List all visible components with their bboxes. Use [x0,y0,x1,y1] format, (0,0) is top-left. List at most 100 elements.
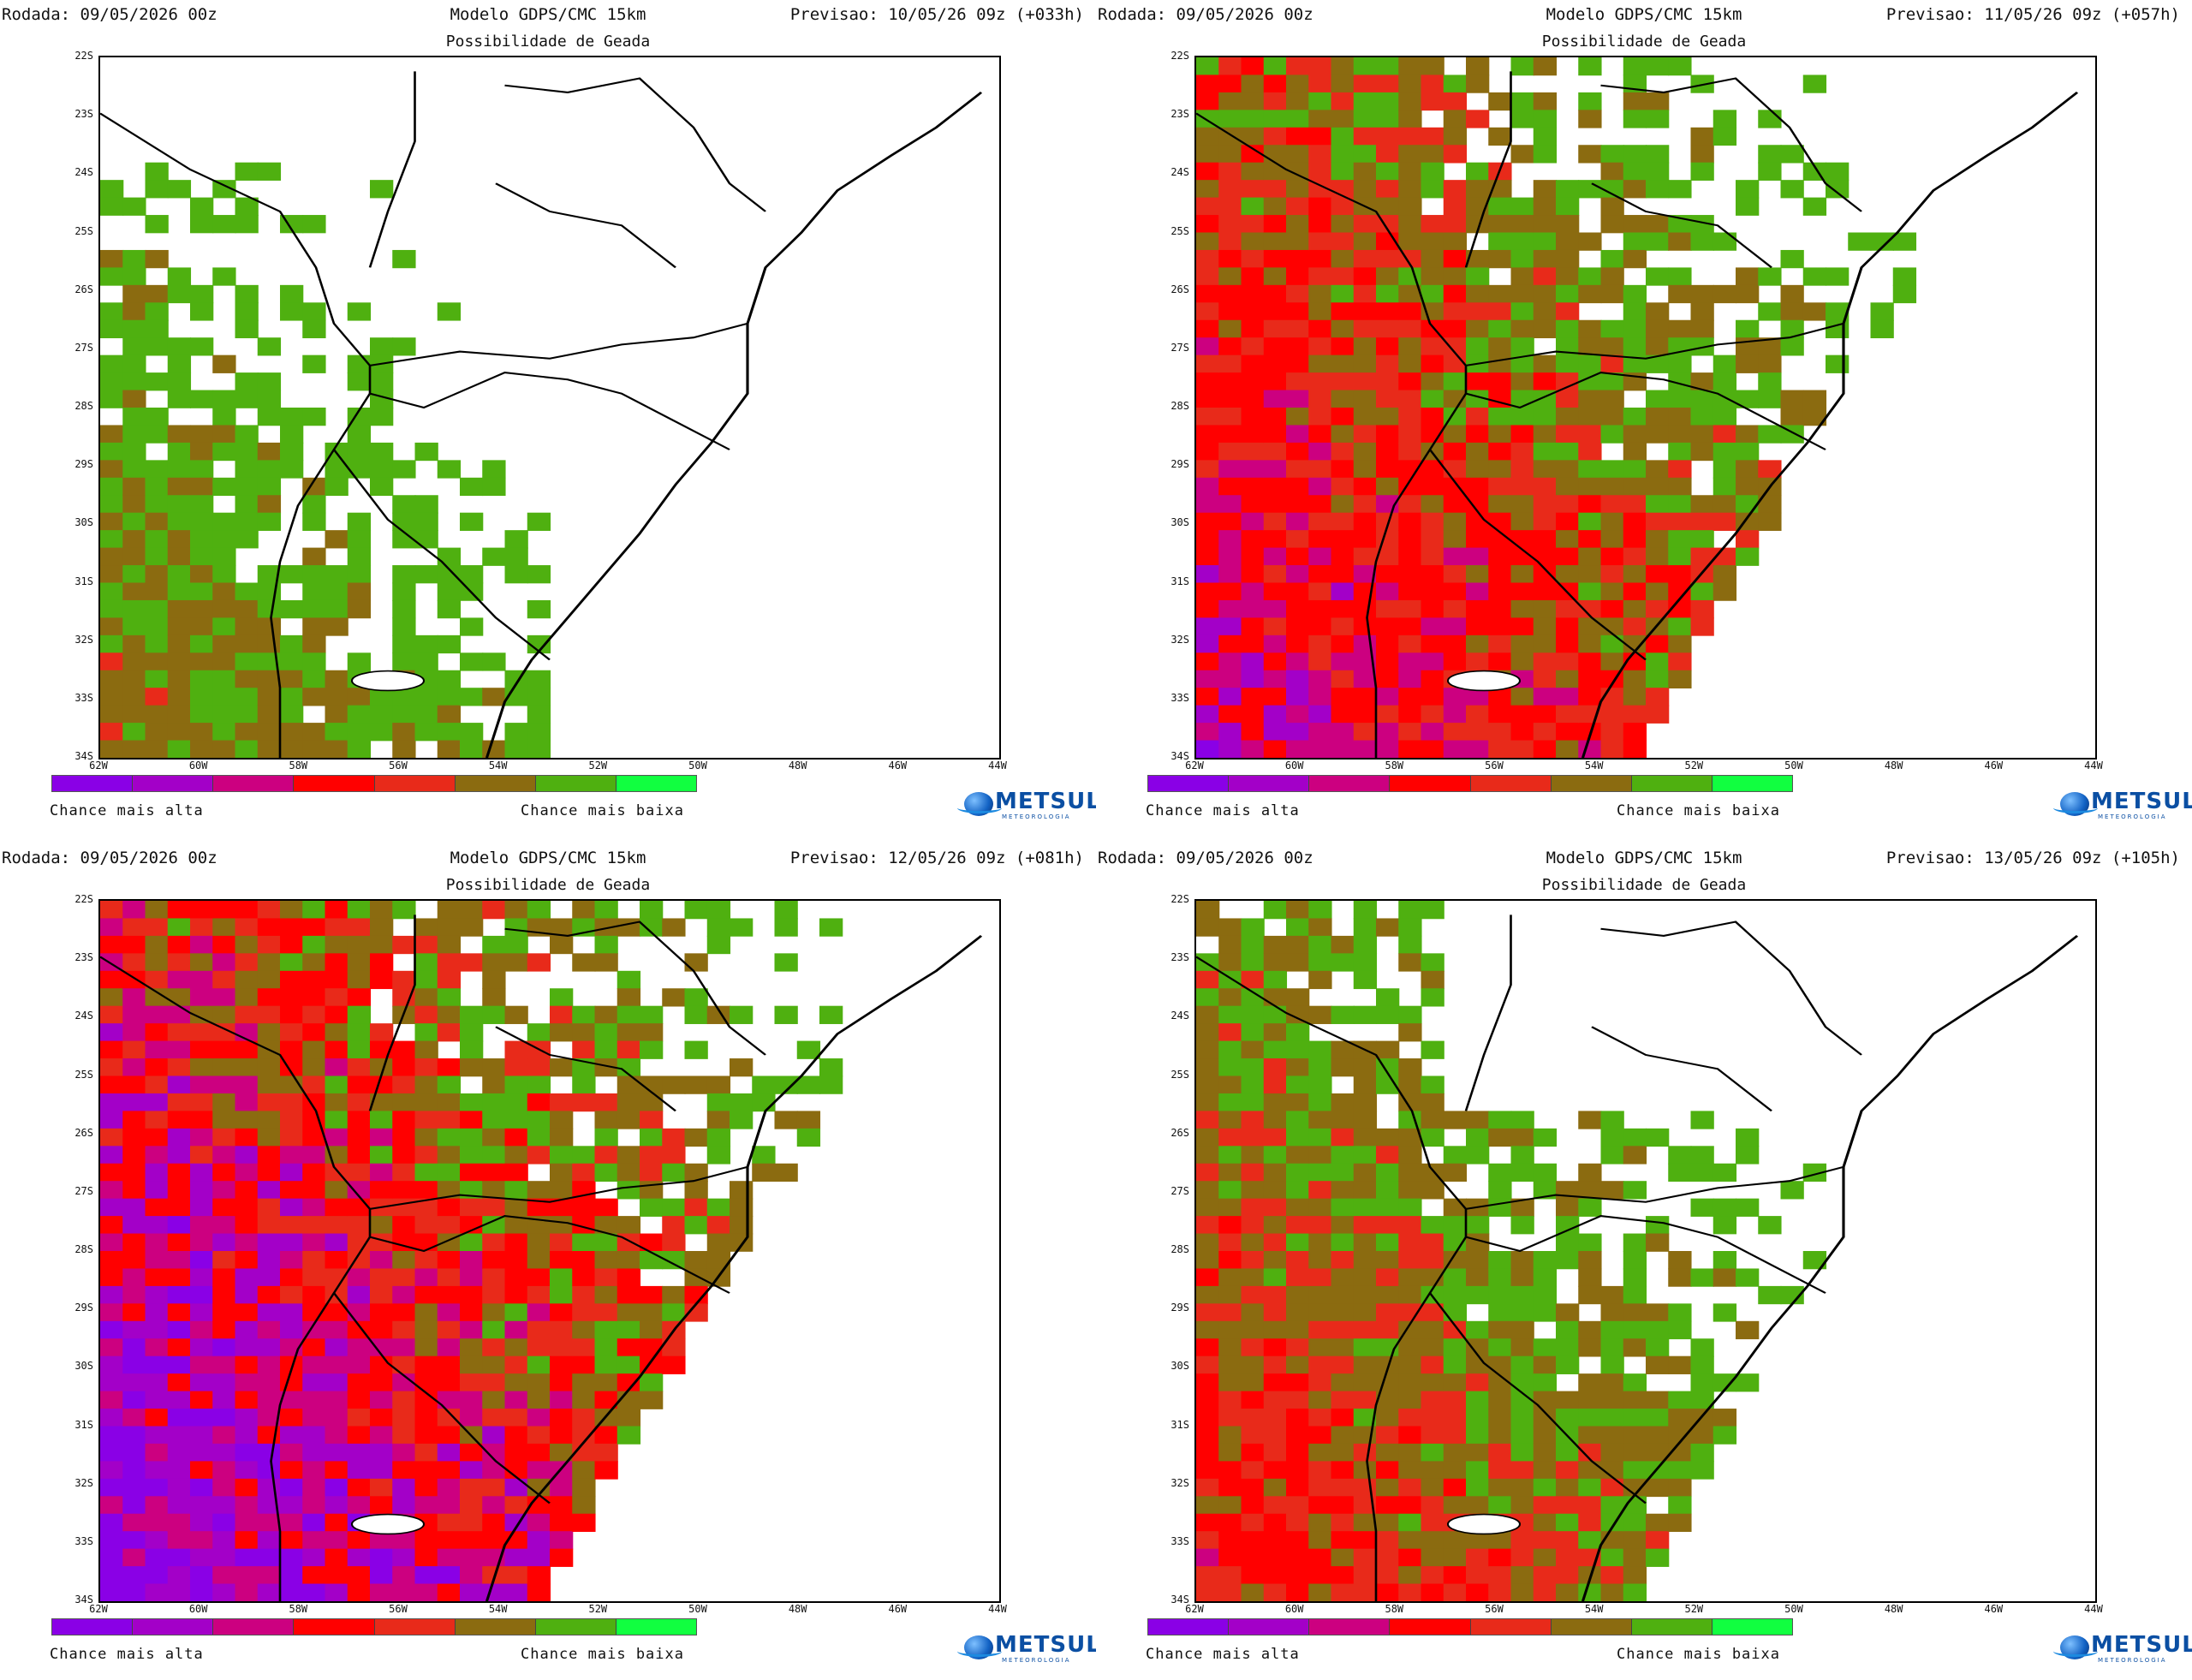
frost-cell [167,1128,192,1147]
frost-cell [370,1409,394,1427]
frost-cell [460,1303,484,1322]
frost-cell [1353,57,1378,76]
frost-cell [1353,1443,1378,1463]
frost-cell [1263,249,1288,269]
frost-cell [1331,740,1355,758]
frost-cell [1353,110,1378,128]
frost-cell [437,1093,462,1112]
frost-cell [1510,1548,1534,1567]
frost-cell [212,1198,236,1217]
frost-cell [257,599,282,619]
frost-cell [572,1496,596,1515]
frost-cell [1533,1338,1558,1357]
frost-cell [504,565,528,584]
frost-cell [414,565,438,584]
frost-cell [550,935,574,955]
frost-cell [235,988,259,1007]
frost-cell [662,1338,686,1357]
frost-cell [100,1023,124,1042]
lat-tick-label: 23S [1170,951,1189,964]
frost-cell [1488,408,1512,426]
frost-cell [302,1216,326,1235]
frost-cell [437,1303,462,1322]
frost-cell [1218,988,1242,1007]
frost-cell [1308,284,1332,304]
frost-cell [1443,1409,1468,1427]
frost-cell [460,1040,484,1059]
frost-cell [1848,232,1872,251]
frost-cell [1241,1058,1265,1077]
frost-cell [1376,390,1400,408]
legend-low-label: Chance mais baixa [1617,1646,1780,1663]
frost-cell [100,1461,124,1480]
frost-cell [257,495,282,514]
frost-cell [1870,319,1894,339]
frost-cell [437,1216,462,1235]
frost-cell [1196,92,1220,111]
frost-cell [572,1233,596,1252]
frost-cell [1510,1583,1534,1601]
frost-cell [302,1146,326,1165]
frost-cell [1556,284,1580,304]
frost-cell [100,1426,124,1445]
legend-swatch [455,776,536,791]
frost-cell [1421,337,1444,356]
frost-cell [594,1268,618,1287]
frost-cell [325,1181,348,1200]
frost-cell [280,1216,304,1235]
frost-cell [1578,670,1602,689]
frost-cell [1263,408,1288,426]
frost-cell [190,1320,214,1340]
frost-cell [1376,705,1400,724]
frost-cell [1623,92,1647,111]
frost-cell [1533,530,1558,549]
frost-cell [1218,688,1242,706]
frost-cell [1466,1443,1490,1463]
frost-cell [145,1426,169,1445]
frost-cell [437,970,462,990]
frost-cell [302,688,326,706]
frost-cell [1398,1303,1422,1322]
frost-cell [819,1005,843,1024]
frost-cell [167,565,192,584]
political-border [1600,920,1862,1056]
frost-cell [280,918,304,937]
frost-cell [145,935,169,955]
frost-cell [460,1111,484,1129]
frost-cell [1196,1058,1220,1077]
frost-cell [527,1268,551,1287]
frost-cell [1466,512,1490,531]
frost-cell [392,705,416,724]
frost-cell [1376,1531,1400,1550]
frost-cell [1376,1548,1400,1567]
frost-cell [1533,565,1558,584]
frost-cell [414,1426,438,1445]
frost-cell [1510,197,1534,216]
frost-cell [347,1233,372,1252]
political-border [1464,71,1512,268]
frost-cell [1668,1496,1692,1515]
frost-cell [325,1233,348,1252]
frost-cell [1556,688,1580,706]
run-label: Rodada: 09/05/2026 00z [1098,849,1313,867]
frost-cell [1892,284,1917,304]
frost-cell [616,1409,641,1427]
frost-cell [1668,1303,1692,1322]
frost-cell [1308,442,1332,462]
frost-cell [1690,1461,1714,1480]
frost-cell [1443,512,1468,531]
frost-cell [302,970,326,990]
frost-cell [1466,1285,1490,1305]
frost-cell [190,1443,214,1463]
frost-cell [550,1548,574,1567]
frost-cell [1510,652,1534,671]
frost-cell [1623,582,1647,601]
frost-cell [302,918,326,937]
frost-cell [640,1093,664,1112]
frost-cell [100,354,124,373]
frost-cell [1623,442,1647,462]
frost-cell [1510,1391,1534,1409]
frost-cell [1578,652,1602,671]
frost-cell [482,1251,506,1270]
frost-cell [167,918,192,937]
